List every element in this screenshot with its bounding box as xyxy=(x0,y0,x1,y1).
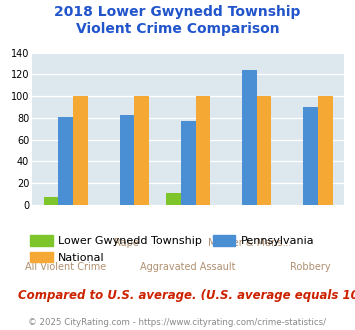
Text: © 2025 CityRating.com - https://www.cityrating.com/crime-statistics/: © 2025 CityRating.com - https://www.city… xyxy=(28,318,327,327)
Bar xyxy=(181,121,196,205)
Bar xyxy=(196,96,210,205)
Bar xyxy=(44,197,58,205)
Bar xyxy=(242,70,257,205)
Bar xyxy=(303,107,318,205)
Bar xyxy=(73,96,88,205)
Bar xyxy=(58,117,73,205)
Bar xyxy=(120,115,134,205)
Bar xyxy=(318,96,333,205)
Text: Robbery: Robbery xyxy=(290,262,331,272)
Text: All Violent Crime: All Violent Crime xyxy=(25,262,106,272)
Text: 2018 Lower Gwynedd Township
Violent Crime Comparison: 2018 Lower Gwynedd Township Violent Crim… xyxy=(54,5,301,36)
Text: Compared to U.S. average. (U.S. average equals 100): Compared to U.S. average. (U.S. average … xyxy=(18,289,355,302)
Legend: Lower Gwynedd Township, National, Pennsylvania: Lower Gwynedd Township, National, Pennsy… xyxy=(31,235,315,263)
Text: Rape: Rape xyxy=(114,238,139,248)
Bar xyxy=(166,193,181,205)
Bar xyxy=(257,96,272,205)
Text: Murder & Mans...: Murder & Mans... xyxy=(208,238,291,248)
Bar xyxy=(134,96,149,205)
Text: Aggravated Assault: Aggravated Assault xyxy=(140,262,236,272)
